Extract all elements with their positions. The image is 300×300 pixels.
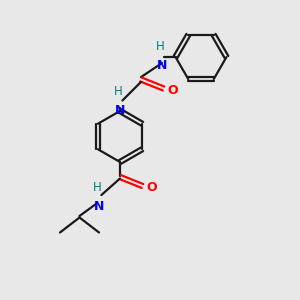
Text: N: N [157, 58, 167, 71]
Text: N: N [115, 103, 125, 116]
Text: O: O [167, 83, 178, 97]
Text: H: H [93, 182, 102, 194]
Text: H: H [114, 85, 123, 98]
Text: N: N [94, 200, 104, 212]
Text: O: O [146, 181, 157, 194]
Text: H: H [156, 40, 165, 53]
